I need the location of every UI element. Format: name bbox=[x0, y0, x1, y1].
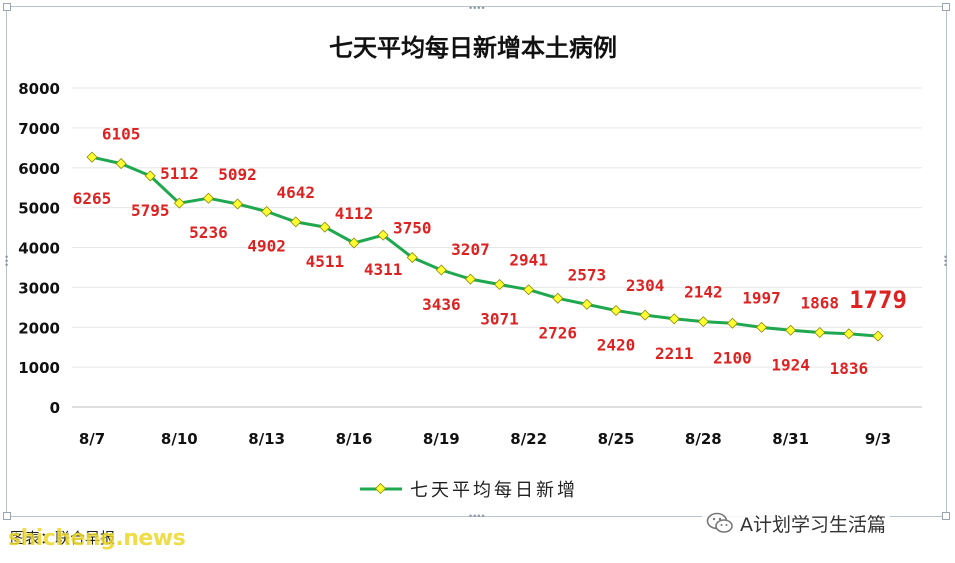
site-watermark: shicheng.news bbox=[8, 526, 186, 551]
resize-grip-right[interactable]: • • • bbox=[944, 252, 949, 270]
data-label: 6105 bbox=[102, 125, 141, 144]
data-point bbox=[494, 279, 506, 291]
y-tick-label: 7000 bbox=[18, 120, 60, 138]
x-tick-label: 8/25 bbox=[598, 430, 635, 448]
data-labels: 6265 6105 5795 5112 5236 5092 4902 4642 4511 4112… bbox=[73, 125, 907, 378]
data-point bbox=[523, 284, 535, 296]
data-point bbox=[202, 192, 214, 204]
x-tick-label: 8/7 bbox=[79, 430, 105, 448]
series-line bbox=[91, 155, 879, 338]
data-label: 2142 bbox=[684, 283, 723, 302]
resize-handle-bottom-left[interactable] bbox=[3, 512, 11, 520]
data-label: 4511 bbox=[306, 252, 345, 271]
x-tick-label: 9/3 bbox=[865, 430, 891, 448]
data-point bbox=[872, 330, 884, 342]
y-tick-label: 0 bbox=[50, 399, 60, 417]
data-point bbox=[581, 298, 593, 310]
data-label: 1868 bbox=[801, 294, 840, 313]
data-label: 4311 bbox=[364, 260, 403, 279]
x-tick-label: 8/31 bbox=[772, 430, 809, 448]
data-label: 2304 bbox=[626, 276, 665, 295]
data-label: 1836 bbox=[830, 359, 869, 378]
y-axis-tick-labels: 0 1000 2000 3000 4000 5000 6000 7000 8000 bbox=[18, 80, 60, 417]
data-point bbox=[115, 158, 127, 170]
data-label: 2420 bbox=[597, 336, 636, 355]
y-tick-label: 2000 bbox=[18, 319, 60, 337]
data-point bbox=[552, 292, 564, 304]
data-label: 5236 bbox=[189, 223, 228, 242]
y-tick-label: 5000 bbox=[18, 200, 60, 218]
data-point bbox=[668, 313, 680, 325]
data-label: 2100 bbox=[713, 348, 752, 367]
data-point bbox=[756, 321, 768, 333]
data-point bbox=[348, 237, 360, 249]
data-label: 2211 bbox=[655, 344, 694, 363]
chart-title: 七天平均每日新增本土病例 bbox=[329, 34, 617, 62]
x-tick-label: 8/16 bbox=[336, 430, 373, 448]
resize-handle-top-left[interactable] bbox=[3, 3, 11, 11]
x-tick-label: 8/19 bbox=[423, 430, 460, 448]
data-point bbox=[726, 317, 738, 329]
x-tick-label: 8/28 bbox=[685, 430, 722, 448]
y-tick-label: 4000 bbox=[18, 240, 60, 258]
x-tick-label: 8/10 bbox=[161, 430, 198, 448]
data-point bbox=[173, 197, 185, 209]
data-label: 5092 bbox=[218, 165, 257, 184]
legend-label: 七天平均每日新增 bbox=[410, 480, 578, 501]
data-label: 2573 bbox=[568, 265, 607, 284]
y-tick-label: 3000 bbox=[18, 279, 60, 297]
data-label: 2941 bbox=[509, 251, 548, 270]
data-label: 3071 bbox=[480, 310, 519, 329]
data-point bbox=[144, 170, 156, 182]
data-label: 3207 bbox=[451, 240, 490, 259]
data-point bbox=[785, 324, 797, 336]
data-point bbox=[464, 273, 476, 285]
data-point bbox=[814, 326, 826, 339]
data-label: 1997 bbox=[742, 288, 781, 307]
data-label: 3750 bbox=[393, 218, 432, 237]
data-point bbox=[639, 309, 651, 321]
legend-marker bbox=[374, 482, 387, 495]
data-point bbox=[435, 264, 447, 276]
data-label: 6265 bbox=[73, 189, 112, 208]
y-tick-label: 1000 bbox=[18, 359, 60, 377]
resize-grip-left[interactable]: • • • bbox=[5, 252, 10, 270]
data-label: 2726 bbox=[539, 323, 578, 342]
data-point bbox=[261, 206, 273, 218]
chart-source-caption: 图表：联合早报 bbox=[10, 529, 116, 547]
data-label: 4902 bbox=[247, 237, 286, 256]
account-watermark: A计划学习生活篇 bbox=[702, 508, 890, 538]
chart-frame: •••• •••• • • • • • • bbox=[3, 3, 950, 521]
data-point bbox=[232, 198, 244, 210]
y-tick-label: 6000 bbox=[18, 160, 60, 178]
account-name: A计划学习生活篇 bbox=[740, 513, 886, 536]
data-label-latest: 1779 bbox=[849, 286, 907, 314]
legend: 七天平均每日新增 bbox=[360, 480, 578, 501]
data-point bbox=[319, 221, 331, 233]
resize-handle-top-right[interactable] bbox=[942, 3, 950, 11]
data-point bbox=[843, 328, 855, 340]
resize-grip-bottom[interactable]: •••• bbox=[469, 511, 486, 521]
data-label: 1924 bbox=[771, 355, 810, 374]
data-point bbox=[377, 229, 389, 241]
data-label: 4112 bbox=[335, 204, 374, 223]
data-label: 3436 bbox=[422, 295, 461, 314]
line-chart: 七天平均每日新增本土病例 0 1000 2000 3000 4000 5000 6000 70… bbox=[18, 34, 922, 501]
data-point bbox=[290, 216, 302, 228]
data-label: 5112 bbox=[160, 164, 199, 183]
data-point-markers bbox=[86, 151, 884, 342]
x-tick-label: 8/13 bbox=[248, 430, 285, 448]
data-label: 5795 bbox=[131, 201, 170, 220]
data-point bbox=[610, 304, 622, 317]
y-tick-label: 8000 bbox=[18, 80, 60, 98]
x-axis-tick-labels: 8/7 8/10 8/13 8/16 8/19 8/22 8/25 8/28 8/31 9/3 bbox=[79, 430, 891, 448]
resize-handle-bottom-right[interactable] bbox=[942, 512, 950, 520]
wechat-icon bbox=[706, 512, 733, 533]
x-tick-label: 8/22 bbox=[510, 430, 547, 448]
data-point bbox=[86, 151, 98, 163]
data-point bbox=[697, 316, 709, 328]
data-label: 4642 bbox=[277, 183, 316, 202]
resize-grip-top[interactable]: •••• bbox=[469, 3, 486, 13]
data-point bbox=[406, 251, 418, 263]
